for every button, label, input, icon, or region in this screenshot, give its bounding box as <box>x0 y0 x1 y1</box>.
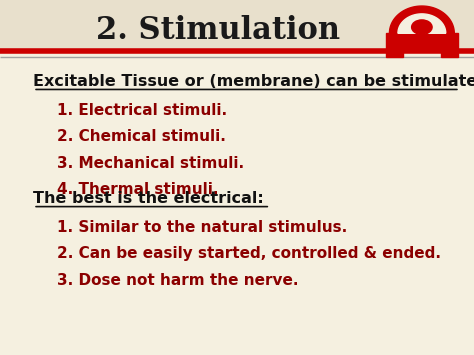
FancyBboxPatch shape <box>0 0 474 51</box>
Text: 2. Stimulation: 2. Stimulation <box>96 15 340 46</box>
Text: 3. Mechanical stimuli.: 3. Mechanical stimuli. <box>57 156 244 171</box>
Text: 1. Electrical stimuli.: 1. Electrical stimuli. <box>57 103 227 118</box>
Text: 4. Thermal stimuli.: 4. Thermal stimuli. <box>57 182 219 197</box>
Polygon shape <box>386 51 403 58</box>
Text: 3. Dose not harm the nerve.: 3. Dose not harm the nerve. <box>57 273 298 288</box>
Text: 1. Similar to the natural stimulus.: 1. Similar to the natural stimulus. <box>57 220 347 235</box>
Polygon shape <box>398 14 446 33</box>
Polygon shape <box>441 51 458 58</box>
Text: The best is the electrical:: The best is the electrical: <box>33 191 264 206</box>
Polygon shape <box>386 33 458 51</box>
Text: 2. Can be easily started, controlled & ended.: 2. Can be easily started, controlled & e… <box>57 246 441 261</box>
Text: 2. Chemical stimuli.: 2. Chemical stimuli. <box>57 129 226 144</box>
Text: Excitable Tissue or (membrane) can be stimulated by:: Excitable Tissue or (membrane) can be st… <box>33 74 474 89</box>
Polygon shape <box>390 6 454 33</box>
Circle shape <box>411 20 432 34</box>
